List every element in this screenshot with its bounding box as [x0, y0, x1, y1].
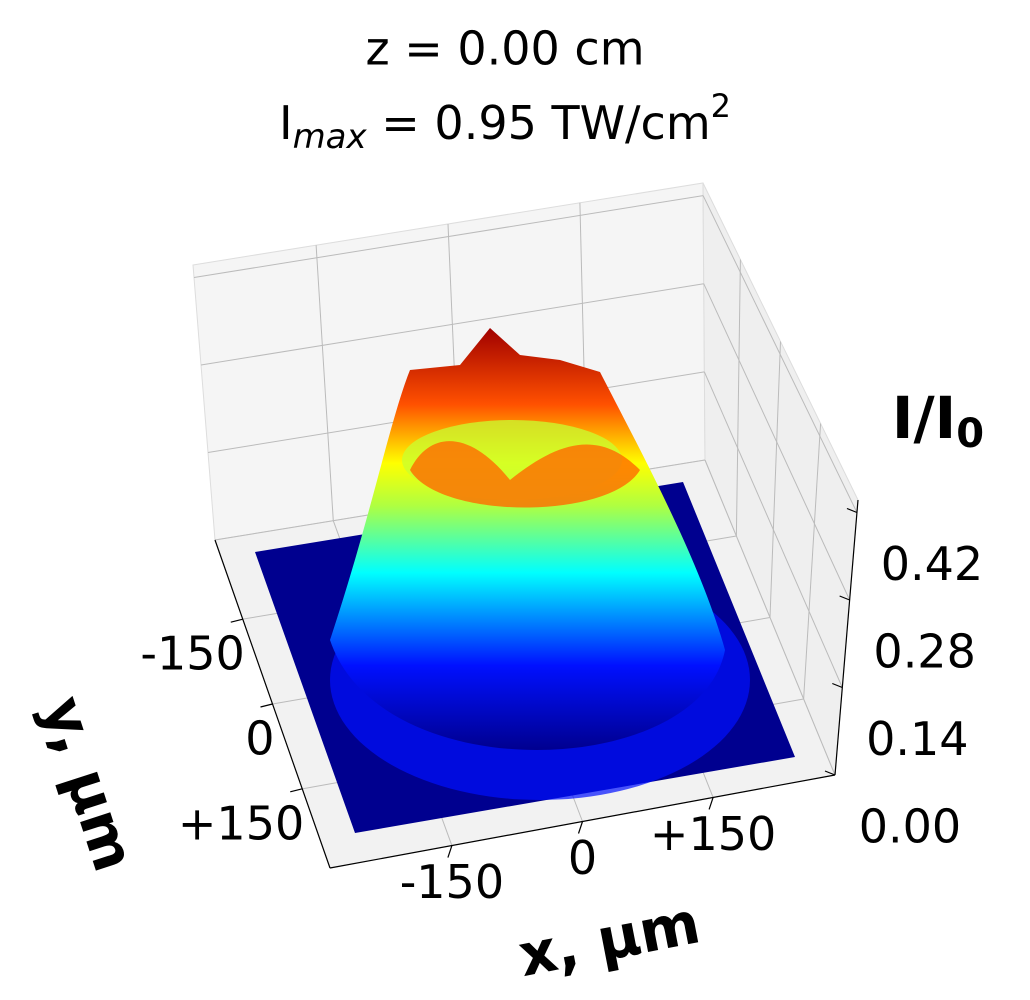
grid-line	[769, 341, 781, 618]
grid-line	[803, 423, 822, 699]
subtitle-sup: 2	[711, 87, 731, 125]
tick-mark	[832, 682, 843, 689]
grid-line	[702, 195, 858, 513]
z-axis-label: I/I0	[892, 384, 984, 457]
tick-mark	[260, 703, 273, 708]
grid-line	[193, 195, 704, 278]
z-tick-label: 0.14	[866, 712, 968, 766]
zlabel-part: I/I	[892, 384, 956, 452]
y-tick-label: 0	[245, 712, 274, 766]
z-tick-label: 0.28	[873, 625, 975, 679]
grid-line	[703, 283, 851, 601]
y-tick-label: +150	[178, 796, 304, 850]
tick-mark	[824, 770, 836, 776]
grid-line	[315, 245, 334, 521]
surface	[330, 328, 725, 750]
subtitle-sub: max	[293, 117, 368, 157]
y-axis-label: y, µm	[29, 688, 149, 879]
z-tick-label: 0.00	[859, 800, 961, 854]
x-tick-label: -150	[400, 855, 504, 909]
x-tick-label: 0	[568, 831, 597, 885]
surface-rim	[410, 441, 640, 508]
grid-line	[704, 459, 836, 776]
z-axis	[834, 499, 859, 776]
grid-line	[200, 283, 704, 366]
x-tick-label: +150	[650, 807, 776, 861]
tick-mark	[577, 821, 584, 834]
tick-mark	[447, 845, 453, 858]
tick-mark	[839, 595, 850, 601]
zlabel-sub: 0	[956, 411, 984, 457]
y-tick-label: -150	[140, 627, 244, 681]
x-axis-label: x, µm	[513, 888, 705, 990]
tick-mark	[846, 507, 858, 514]
grid-line	[703, 371, 843, 688]
tick-mark	[290, 788, 303, 793]
chart-title: z = 0.00 cm	[365, 22, 644, 76]
grid-line	[735, 259, 741, 537]
chart-subtitle: Imax = 0.95 TW/cm2	[279, 87, 731, 157]
subtitle-part: = 0.95 TW/cm	[367, 96, 711, 150]
tick-mark	[230, 618, 243, 623]
tick-mark	[708, 797, 714, 810]
z-tick-label: 0.42	[881, 537, 983, 591]
subtitle-part: I	[279, 96, 293, 150]
